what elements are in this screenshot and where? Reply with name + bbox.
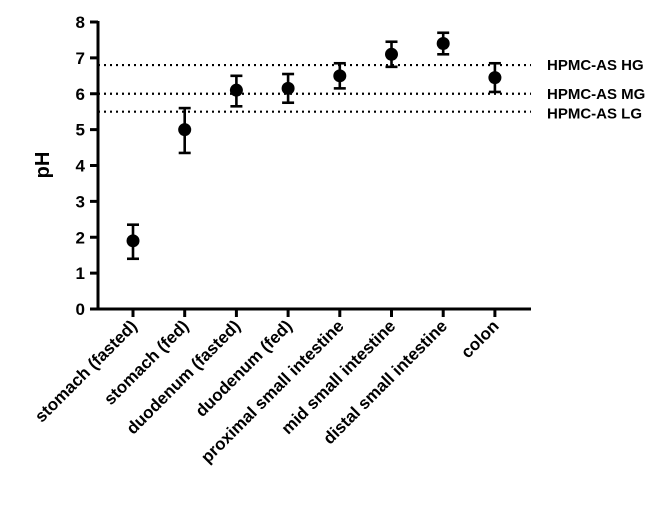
y-tick-label-2: 2 xyxy=(76,228,85,247)
reference-label-3: HPMC-AS LG xyxy=(547,106,642,123)
data-point-8 xyxy=(488,71,502,85)
data-point-6 xyxy=(385,47,398,61)
reference-lines: HPMC-AS HG HPMC-AS MG HPMC-AS LG xyxy=(98,57,645,123)
data-point-2 xyxy=(178,123,192,137)
y-tick-label-8: 8 xyxy=(76,13,85,32)
reference-label-1: HPMC-AS HG xyxy=(547,57,644,74)
x-tick-label-8: colon xyxy=(457,316,502,361)
y-tick-label-4: 4 xyxy=(76,157,86,176)
labels: stomach (fasted)stomach (fed)duodenum (f… xyxy=(31,316,503,466)
data-point-1 xyxy=(126,234,140,248)
y-tick-label-1: 1 xyxy=(76,264,85,283)
data-point-4 xyxy=(281,81,295,95)
axes: 0 1 2 3 4 5 6 7 8 xyxy=(76,13,531,319)
y-axis-title: pH xyxy=(32,152,54,179)
data-point-3 xyxy=(229,83,243,97)
y-tick-label-7: 7 xyxy=(76,49,85,68)
reference-label-2: HPMC-AS MG xyxy=(547,86,645,103)
y-tick-label-0: 0 xyxy=(76,300,85,319)
y-tick-label-5: 5 xyxy=(76,121,85,140)
data-point-7 xyxy=(436,37,450,51)
x-tick-label-4: duodenum (fed) xyxy=(192,316,296,420)
y-tick-label-6: 6 xyxy=(76,85,85,104)
data-point-5 xyxy=(333,69,347,83)
error-bars xyxy=(127,31,501,261)
y-tick-label-3: 3 xyxy=(76,192,85,211)
data-points xyxy=(126,37,502,248)
